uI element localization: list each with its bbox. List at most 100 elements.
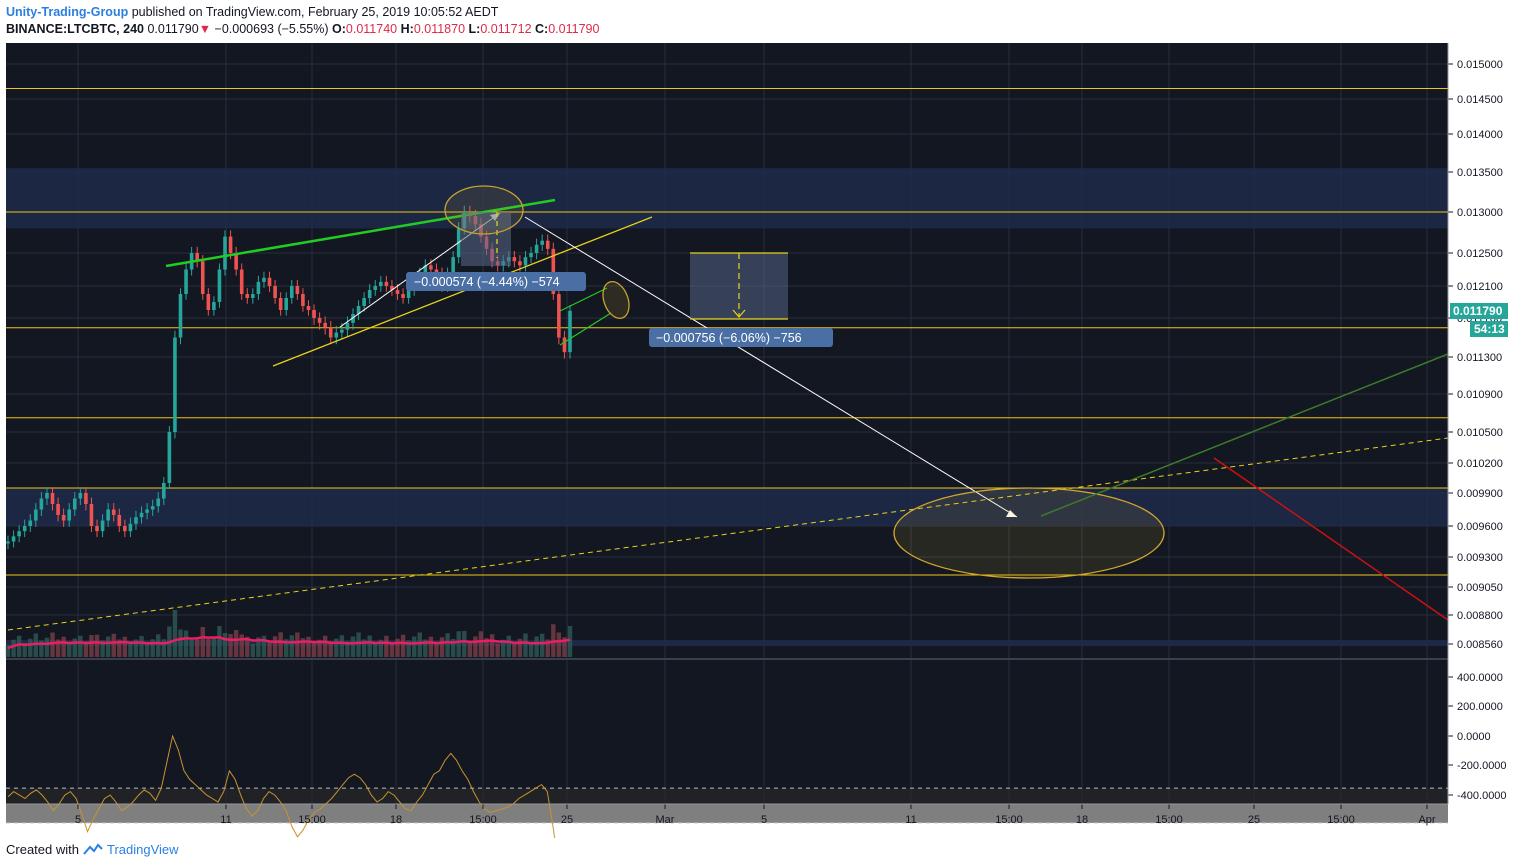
small-ellipse[interactable] (598, 278, 634, 322)
volume-bar-21 (122, 636, 128, 657)
candle-body-26 (150, 506, 155, 510)
projection-arrow[interactable] (524, 216, 1018, 518)
countdown-badge-text: 54:13 (1474, 322, 1505, 336)
tradingview-link[interactable]: TradingView (106, 842, 179, 857)
price-tick-label-4: 0.013000 (1457, 207, 1503, 219)
price-pane[interactable] (6, 43, 1448, 658)
candle-body-69 (390, 286, 394, 290)
candle-body-51 (289, 286, 294, 298)
volume-moving-average (7, 635, 571, 650)
volume-bar-85 (478, 631, 484, 657)
time-tick-label-7: 5 (761, 814, 767, 826)
price-tick-label-13: 0.009600 (1457, 521, 1503, 533)
drawings (7, 185, 1449, 631)
candle-body-35 (200, 261, 205, 294)
volume-bar-95 (534, 636, 539, 657)
candle-body-4 (28, 520, 33, 526)
time-tick-label-1: 11 (220, 814, 231, 826)
volume-bar-0 (5, 645, 11, 657)
volume-bar-3 (22, 642, 27, 657)
price-tick-label-0: 0.015000 (1457, 59, 1503, 71)
candle-body-39 (223, 236, 227, 270)
low-label: L: (468, 22, 481, 36)
last-price: 0.011790 (147, 22, 199, 36)
yellow-support-line[interactable] (272, 216, 653, 367)
footer: Created with TradingView (6, 842, 179, 857)
volume-bar-17 (100, 640, 105, 657)
volume-bar-93 (523, 633, 528, 657)
horizontal-levels (6, 88, 1448, 576)
candle-body-101 (568, 310, 572, 353)
tradingview-logo-icon[interactable] (83, 842, 103, 857)
candle-body-34 (195, 253, 199, 262)
measure-arrow-head-icon (732, 309, 746, 318)
candle-body-37 (212, 302, 216, 310)
measure-box-upper[interactable] (461, 212, 511, 266)
volume-bar-67 (378, 639, 384, 657)
candle-body-24 (139, 512, 144, 518)
green-projection-line[interactable] (1040, 353, 1449, 517)
volume-bar-39 (222, 633, 228, 657)
candle-body-49 (278, 298, 283, 310)
candle-body-67 (379, 281, 383, 286)
small-channel-bottom[interactable] (559, 312, 612, 346)
price-chart[interactable]: 0.015000 0.014500 0.014000 0.013500 0.013000… (0, 40, 1526, 838)
symbol-label[interactable]: BINANCE:LTCBTC, 240 (6, 22, 144, 36)
cci-band (6, 788, 1448, 823)
cci-tick-label-1: 200.0000 (1457, 701, 1503, 713)
volume-bar-84 (473, 636, 478, 657)
price-tick-label-11: 0.010200 (1457, 458, 1503, 470)
volume-bar-43 (245, 636, 250, 657)
candle-body-50 (284, 298, 289, 310)
candle-body-10 (61, 515, 66, 521)
volume-bar-88 (495, 643, 500, 657)
candle-body-98 (551, 248, 556, 294)
candle-body-70 (395, 290, 400, 294)
time-tick-label-9: 15:00 (995, 814, 1023, 826)
cci-pane[interactable] (6, 660, 1448, 804)
volume-bar-9 (55, 639, 61, 657)
candle-body-53 (301, 294, 305, 306)
volume-bar-97 (545, 639, 550, 657)
volume-bar-75 (423, 639, 428, 657)
candle-body-100 (562, 337, 567, 353)
volume-bar-61 (345, 641, 350, 657)
author-link[interactable]: Unity-Trading-Group (6, 5, 129, 19)
candle-body-31 (178, 294, 183, 338)
candle-body-60 (340, 329, 344, 333)
small-channel-top[interactable] (559, 287, 608, 312)
volume-bar-86 (484, 638, 489, 657)
measure-label-lower[interactable]: −0.000756 (−6.06%) −756 (649, 328, 833, 347)
volume-bar-12 (72, 638, 77, 657)
price-tick-label-5: 0.012500 (1457, 248, 1503, 260)
candle-body-71 (401, 294, 405, 298)
candle-body-52 (295, 286, 300, 294)
price-axis[interactable] (1448, 43, 1520, 804)
candle-body-29 (167, 432, 172, 483)
volume-bar-25 (144, 643, 150, 657)
volume-bar-19 (111, 633, 116, 657)
candle-body-48 (273, 286, 277, 298)
target-ellipse[interactable] (893, 487, 1165, 579)
candle-body-22 (128, 523, 133, 532)
candle-body-58 (328, 327, 333, 338)
red-projection-line[interactable] (1213, 457, 1449, 621)
open-label: O: (332, 22, 346, 36)
volume-bar-33 (189, 640, 194, 657)
volume-bar-32 (183, 630, 189, 657)
candle-body-14 (84, 493, 88, 504)
volume-bar-40 (228, 634, 233, 657)
candle-body-57 (323, 322, 327, 328)
candle-body-3 (22, 526, 27, 532)
candle-body-23 (134, 517, 138, 524)
measure-label-upper[interactable]: −0.000574 (−4.44%) −574 (406, 272, 586, 291)
volume-bar-100 (562, 637, 567, 657)
green-resistance-line[interactable] (165, 198, 556, 268)
volume-bar-13 (78, 635, 83, 657)
price-tick-label-10: 0.010500 (1457, 427, 1503, 439)
top-ellipse[interactable] (444, 185, 524, 235)
candle-body-91 (512, 257, 517, 262)
candle-body-45 (256, 281, 261, 294)
volume-bars (5, 610, 573, 657)
dashed-trendline[interactable] (7, 437, 1449, 631)
